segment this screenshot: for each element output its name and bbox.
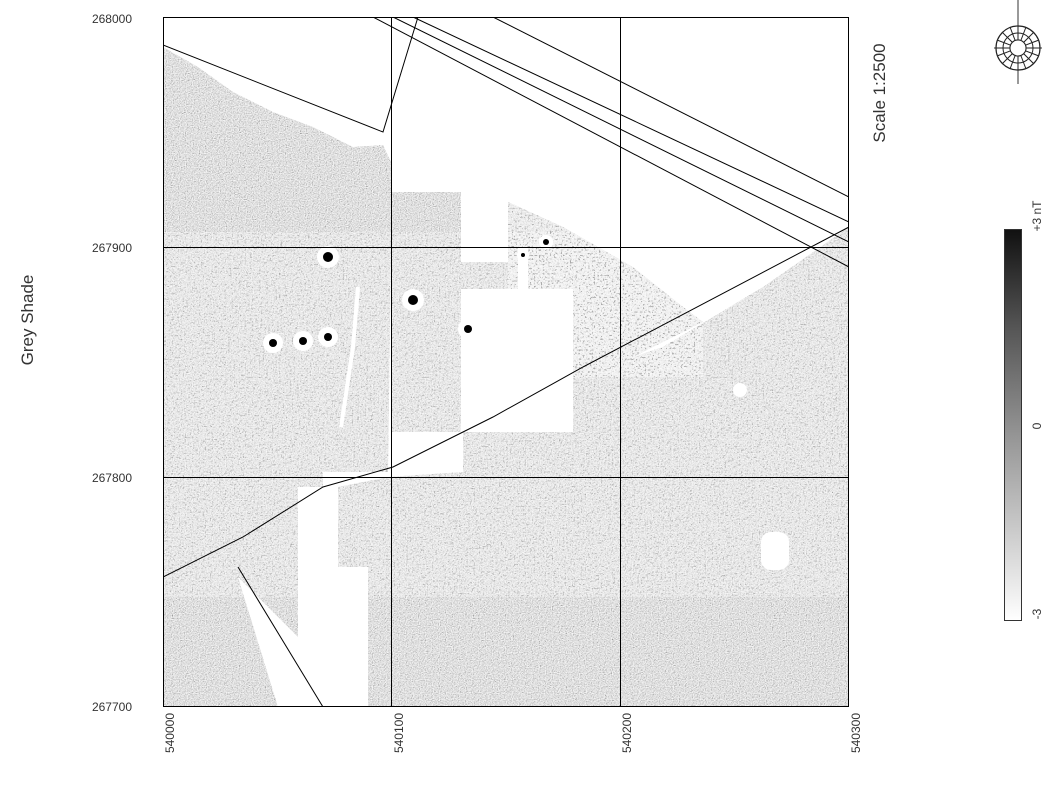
legend-mid-label-text: 0: [1030, 422, 1044, 430]
y-tick-268000: 268000: [91, 12, 132, 26]
legend-color-bar: [1004, 229, 1022, 621]
x-tick-540300-text: 540300: [849, 713, 863, 754]
scale-label-text: Scale 1:2500: [870, 43, 889, 143]
x-tick-540200-text: 540200: [620, 713, 634, 754]
y-tick-267700: 267700: [91, 700, 132, 714]
survey-map: [163, 17, 849, 707]
x-tick-540100-text: 540100: [392, 713, 406, 754]
y-tick-267800: 267800: [91, 471, 132, 485]
legend-bottom-label-text: -3: [1030, 608, 1044, 620]
y-tick-267900: 267900: [91, 241, 132, 255]
map-frame: [163, 17, 849, 707]
compass-rose-icon: [994, 0, 1042, 84]
linear-feature: [339, 286, 360, 428]
legend-top-label-text: +3 nT: [1030, 200, 1044, 232]
dipole-anomalies: [263, 235, 747, 397]
x-tick-540000-text: 540000: [163, 713, 177, 754]
map-grid: [163, 17, 849, 707]
unsurveyed-areas: [238, 289, 789, 707]
map-side-title-text: Grey Shade: [18, 274, 37, 366]
